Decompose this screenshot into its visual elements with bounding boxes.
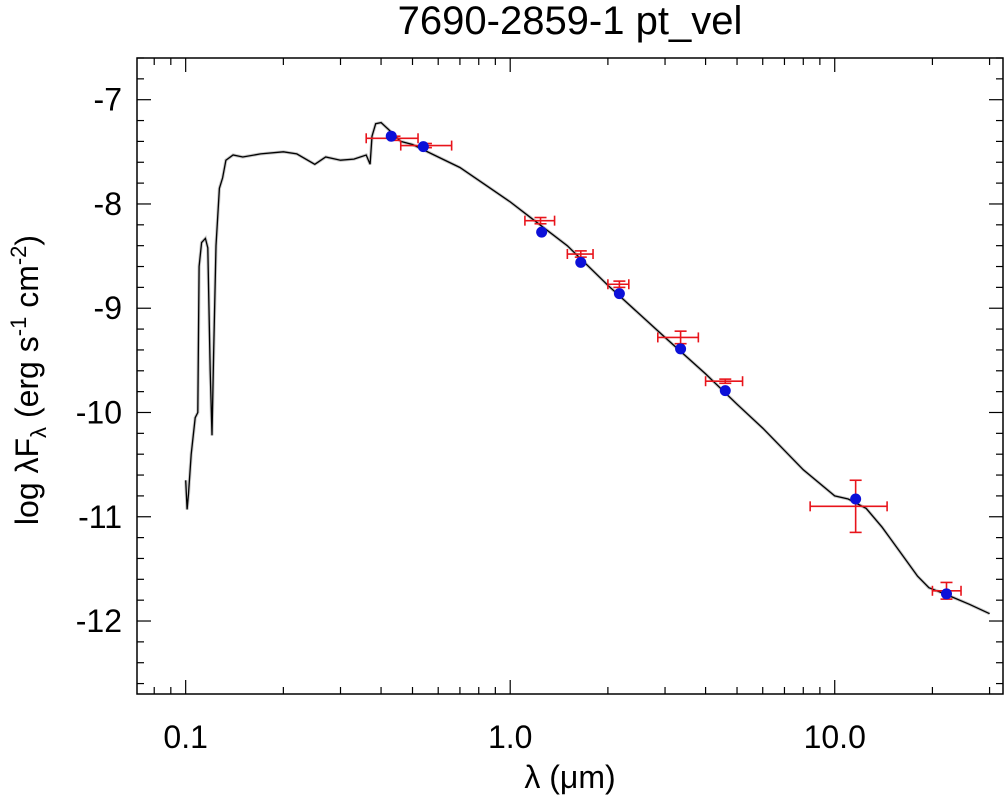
- x-axis: 0.1 1.0 10.0: [153, 58, 991, 755]
- synthetic-point: [675, 343, 687, 355]
- x-tick-label: 10.0: [804, 719, 866, 755]
- y-tick-label: -8: [94, 186, 122, 222]
- synthetic-point: [613, 288, 625, 300]
- model-sed-shadow: [184, 120, 991, 616]
- y-tick-label: -7: [94, 82, 122, 118]
- y-tick-label: -10: [76, 394, 122, 430]
- chart-title: 7690-2859-1 pt_vel: [398, 0, 743, 43]
- synthetic-point: [850, 493, 862, 505]
- plot-frame: [136, 57, 1004, 695]
- observed-point: [607, 279, 630, 290]
- synthetic-photometry-layer: [385, 130, 952, 600]
- x-tick-label: 0.1: [163, 719, 207, 755]
- model-sed-layer: [184, 120, 991, 616]
- observed-photometry-layer: [365, 133, 962, 600]
- x-tick-label: 1.0: [488, 719, 532, 755]
- observed-point: [657, 330, 700, 345]
- synthetic-point: [536, 226, 548, 238]
- synthetic-point: [719, 385, 731, 397]
- y-axis-label: log λFλ (erg s-1 cm-2): [6, 235, 51, 525]
- observed-point: [809, 479, 888, 534]
- observed-point: [704, 376, 744, 387]
- y-tick-label: -11: [78, 499, 122, 535]
- y-tick-label: -9: [94, 290, 122, 326]
- synthetic-point: [940, 588, 952, 600]
- y-axis: -7 -8 -9 -10 -11 -12: [76, 57, 1003, 685]
- synthetic-point: [417, 141, 429, 153]
- plot-border: [136, 57, 1004, 695]
- y-tick-label: -12: [76, 603, 122, 639]
- x-axis-label: λ (μm): [524, 759, 615, 795]
- synthetic-point: [575, 256, 587, 268]
- observed-point: [524, 215, 556, 226]
- model-sed-line: [185, 121, 990, 615]
- synthetic-point: [385, 130, 397, 142]
